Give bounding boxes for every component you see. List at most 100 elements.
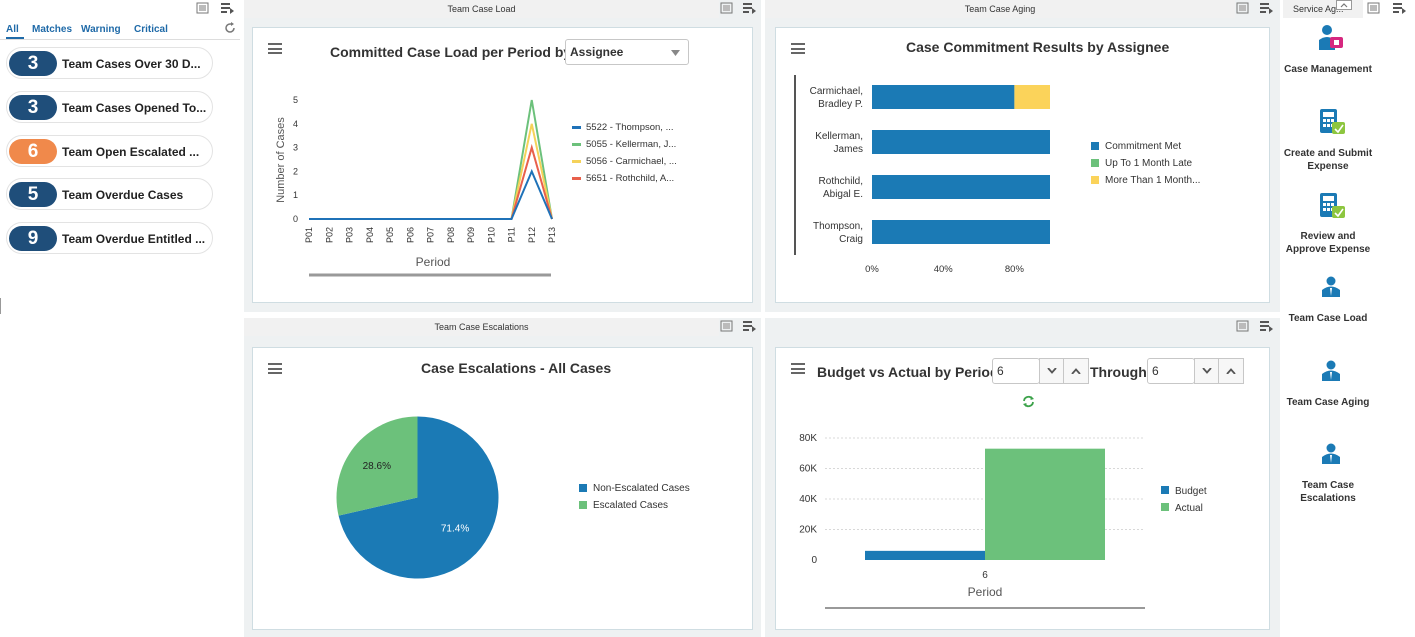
watchlist-item-label: Team Open Escalated ... [62,145,200,159]
count-badge: 6 [9,139,57,164]
from-period-input[interactable]: 6 [992,358,1040,384]
launch-team-case-escalations[interactable]: Team Case Escalations [1283,443,1373,509]
through-period-input[interactable]: 6 [1147,358,1195,384]
watchlist-item[interactable]: 5 Team Overdue Cases [6,178,213,210]
escalations-card [252,347,753,630]
menu-icon[interactable] [791,363,805,374]
export-icon[interactable] [1260,320,1273,332]
calculator-icon [1320,109,1345,134]
maximize-icon[interactable] [720,320,733,332]
chart-title: Committed Case Load per Period by [330,44,572,60]
x-tick-label: 0% [865,264,879,275]
launch-case-management[interactable]: Case Management [1283,24,1373,94]
menu-icon[interactable] [268,363,282,374]
from-increment-button[interactable] [1063,358,1089,384]
maximize-icon[interactable] [720,2,733,14]
legend-label: 5055 - Kellerman, J... [586,139,676,150]
x-tick-label: P05 [385,227,395,243]
left-edge-marker [0,298,1,314]
legend-label: Up To 1 Month Late [1105,158,1193,169]
panel-header: Team Case Aging [765,0,1235,18]
pie-slice [336,416,418,516]
person-icon [1322,360,1340,381]
export-icon[interactable] [743,320,756,332]
y-tick-label: 20K [799,525,817,536]
x-tick-label: P03 [345,227,355,243]
watchlist-item[interactable]: 3 Team Cases Opened To... [6,91,213,123]
maximize-icon[interactable] [1236,320,1249,332]
watchlist-item-label: Team Overdue Cases [62,188,184,202]
menu-icon[interactable] [791,43,805,54]
export-icon[interactable] [1260,2,1273,14]
y-tick-label: 0 [811,555,817,566]
x-tick-label: P01 [304,227,314,243]
bar-segment [872,85,1015,109]
y-tick-label: 5 [293,95,298,105]
bar-segment [872,130,1050,154]
x-tick-label: P13 [547,227,557,243]
group-by-select[interactable]: Assignee [565,39,689,65]
series-line [309,168,553,220]
bar [985,448,1105,560]
tab-warning[interactable]: Warning [81,24,121,35]
launch-team-case-aging[interactable]: Team Case Aging [1283,360,1373,426]
refresh-icon[interactable] [1022,395,1035,408]
legend-swatch [1161,503,1169,511]
menu-icon[interactable] [268,43,282,54]
case-load-card [252,27,753,303]
launch-label: Team Case Load [1288,313,1368,324]
collapse-icon[interactable] [1336,0,1352,10]
x-axis-label: Period [968,585,1003,599]
watchlist-item[interactable]: 9 Team Overdue Entitled ... [6,222,213,254]
bar-segment [872,220,1050,244]
watchlist-item-label: Team Overdue Entitled ... [62,232,206,246]
count-badge: 3 [9,51,57,76]
launch-team-case-load[interactable]: Team Case Load [1283,276,1373,326]
tab-matches[interactable]: Matches [32,24,73,35]
maximize-icon[interactable] [1236,2,1249,14]
legend-swatch [1091,142,1099,150]
case-aging-card [775,27,1270,303]
watchlist-item[interactable]: 3 Team Cases Over 30 D... [6,47,213,79]
through-decrement-button[interactable] [1194,358,1220,384]
watchlist-item[interactable]: 6 Team Open Escalated ... [6,135,213,167]
from-decrement-button[interactable] [1039,358,1065,384]
export-icon[interactable] [1393,2,1406,14]
legend-swatch [579,484,587,493]
category-label: Kellerman, [815,131,863,142]
budget-bar-chart: 0 20K 40K 60K 80K 6 Period Budget Actual [799,433,1207,609]
x-tick-label: 6 [982,570,988,581]
x-tick-label: P09 [466,227,476,243]
from-period-value: 6 [997,364,1004,378]
export-icon[interactable] [743,2,756,14]
category-label: James [834,144,863,155]
legend-label: Commitment Met [1105,141,1181,152]
watchlist-toolbar [0,0,242,18]
launch-label: Review and Approve Expense [1285,231,1371,255]
tab-all[interactable]: All [6,21,24,39]
chevron-down-icon [1047,367,1057,374]
maximize-icon[interactable] [196,2,209,14]
through-label: Through [1090,364,1147,380]
x-tick-label: P08 [446,227,456,243]
tab-critical[interactable]: Critical [134,24,168,35]
launch-review-expense[interactable]: Review and Approve Expense [1283,192,1373,268]
maximize-icon[interactable] [1367,2,1380,14]
legend-label: 5522 - Thompson, ... [586,122,674,133]
category-label: Thompson, [813,221,863,232]
legend-label: Escalated Cases [593,500,669,511]
through-increment-button[interactable] [1218,358,1244,384]
launchpad-panel [1283,0,1415,637]
pie-slice [338,416,499,579]
launch-create-expense[interactable]: Create and Submit Expense [1283,108,1373,178]
x-tick-label: 80% [1005,264,1025,275]
launch-label: Case Management [1284,64,1372,75]
export-icon[interactable] [221,2,234,14]
count-badge: 3 [9,95,57,120]
legend-item: Escalated Cases [579,500,668,511]
x-tick-label: P11 [507,227,517,242]
panel-header: Team Case Load [244,0,719,18]
x-tick-label: P10 [486,227,496,243]
refresh-icon[interactable] [224,22,236,34]
legend-swatch [1161,486,1169,494]
